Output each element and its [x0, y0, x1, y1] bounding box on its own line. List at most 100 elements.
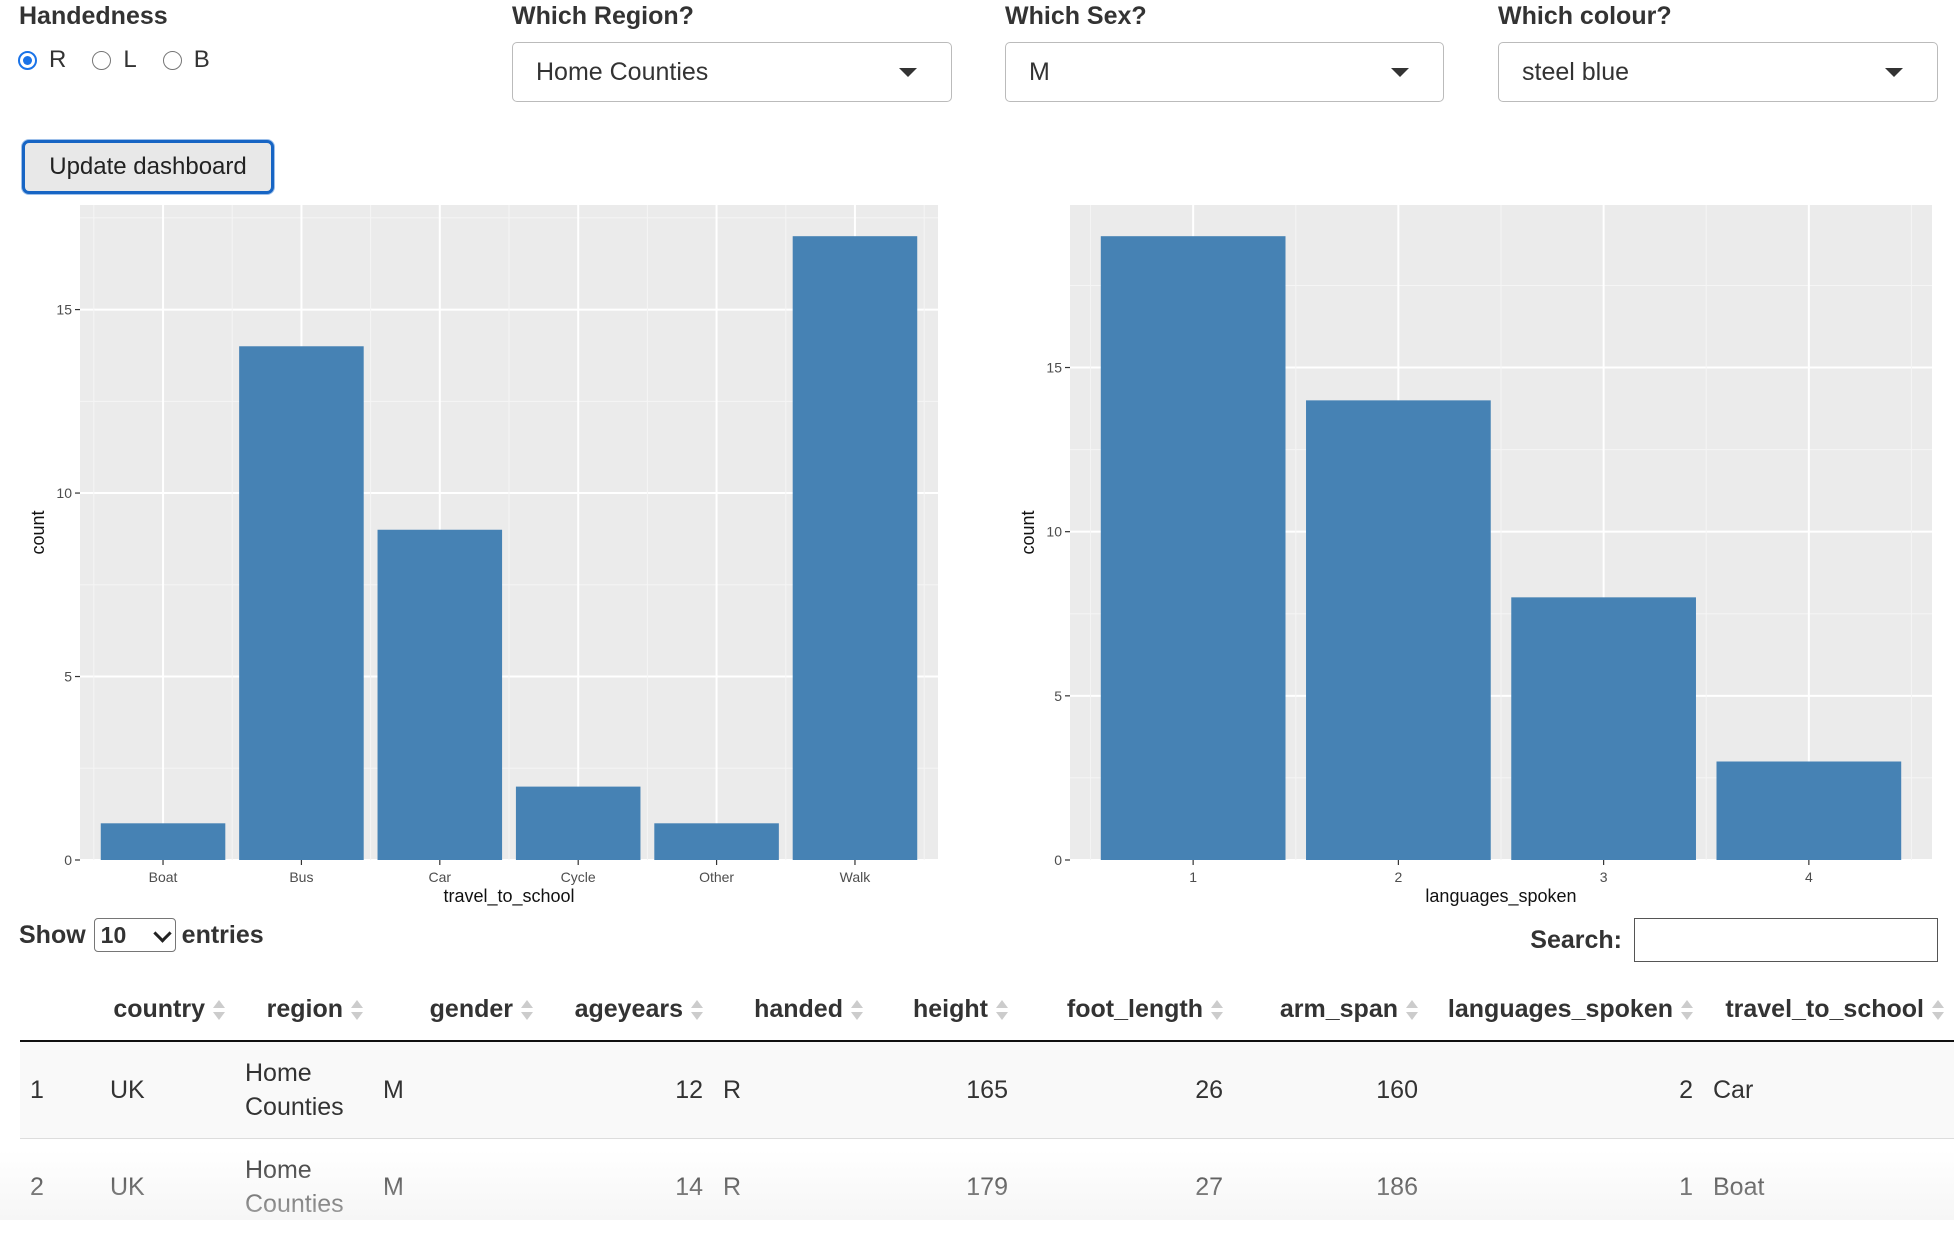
search-input[interactable]: [1634, 918, 1938, 962]
cell-height: 165: [873, 1041, 1018, 1139]
sex-select[interactable]: M: [1005, 42, 1444, 102]
cell-region: Home Counties: [235, 1041, 373, 1139]
cell-ageyears: 14: [543, 1139, 713, 1235]
y-tick-label: 15: [1046, 360, 1062, 376]
col-header-height[interactable]: height: [873, 978, 1018, 1041]
col-header-handed[interactable]: handed: [713, 978, 873, 1041]
region-select-value: Home Counties: [536, 58, 708, 87]
x-tick-label: Boat: [149, 869, 178, 885]
colour-select-value: steel blue: [1522, 58, 1629, 87]
x-tick-label: Car: [429, 869, 452, 885]
region-label: Which Region?: [512, 2, 694, 31]
caret-down-icon: [899, 68, 917, 77]
entries-label: entries: [182, 921, 264, 950]
bar-1: [1101, 236, 1286, 860]
col-header-arm-span[interactable]: arm_span: [1233, 978, 1428, 1041]
y-axis-title: count: [28, 510, 48, 554]
sex-label: Which Sex?: [1005, 2, 1147, 31]
bar-2: [1306, 400, 1491, 860]
cell-country: UK: [100, 1139, 235, 1235]
col-header-country[interactable]: country: [100, 978, 235, 1041]
handedness-label: Handedness: [19, 2, 168, 31]
update-dashboard-button[interactable]: Update dashboard: [22, 140, 274, 194]
table-row: 1 UK Home Counties M 12 R 165 26 160 2 C…: [20, 1041, 1954, 1139]
cell-languages-spoken: 1: [1428, 1139, 1703, 1235]
y-tick-label: 10: [1046, 524, 1062, 540]
search-label: Search:: [1530, 926, 1622, 955]
sort-icon: [521, 999, 533, 1021]
x-tick-label: 1: [1189, 869, 1197, 885]
col-header-languages-spoken[interactable]: languages_spoken: [1428, 978, 1703, 1041]
radio-option-b[interactable]: B: [163, 46, 210, 74]
sort-icon: [851, 999, 863, 1021]
region-select[interactable]: Home Counties: [512, 42, 952, 102]
col-header-foot-length[interactable]: foot_length: [1018, 978, 1233, 1041]
bar-cycle: [516, 787, 641, 860]
sort-icon: [996, 999, 1008, 1021]
radio-label-r: R: [49, 46, 66, 74]
col-header-travel-to-school[interactable]: travel_to_school: [1703, 978, 1954, 1041]
x-axis-title: languages_spoken: [1425, 886, 1576, 907]
cell-country: UK: [100, 1041, 235, 1139]
page-length-select[interactable]: 10: [94, 918, 176, 952]
radio-button-r[interactable]: [18, 51, 37, 70]
sort-icon: [1681, 999, 1693, 1021]
radio-option-l[interactable]: L: [92, 46, 136, 74]
bar-boat: [101, 823, 226, 860]
handedness-radio-group: R L B: [18, 46, 236, 74]
col-header-index[interactable]: [20, 978, 100, 1041]
cell-travel-to-school: Car: [1703, 1041, 1954, 1139]
bar-4: [1717, 762, 1902, 860]
cell-travel-to-school: Boat: [1703, 1139, 1954, 1235]
cell-handed: R: [713, 1041, 873, 1139]
radio-button-l[interactable]: [92, 51, 111, 70]
page-length-value: 10: [101, 922, 127, 949]
bar-other: [654, 823, 779, 860]
x-tick-label: Cycle: [561, 869, 596, 885]
cell-foot-length: 27: [1018, 1139, 1233, 1235]
radio-label-b: B: [194, 46, 210, 74]
table-length-control: Show 10 entries: [19, 918, 264, 952]
cell-arm-span: 160: [1233, 1041, 1428, 1139]
cell-arm-span: 186: [1233, 1139, 1428, 1235]
sort-icon: [1932, 999, 1944, 1021]
col-header-region[interactable]: region: [235, 978, 373, 1041]
col-header-gender[interactable]: gender: [373, 978, 543, 1041]
caret-down-icon: [1391, 68, 1409, 77]
table-search: Search:: [1530, 918, 1938, 962]
x-tick-label: Bus: [289, 869, 313, 885]
cell-index: 1: [20, 1041, 100, 1139]
table-header-row: country region gender ageyears handed he…: [20, 978, 1954, 1041]
radio-option-r[interactable]: R: [18, 46, 66, 74]
y-axis-title: count: [1018, 510, 1038, 554]
y-tick-label: 5: [64, 669, 72, 685]
data-table: country region gender ageyears handed he…: [20, 978, 1954, 1235]
sort-icon: [213, 999, 225, 1021]
y-tick-label: 5: [1054, 688, 1062, 704]
cell-region: Home Counties: [235, 1139, 373, 1235]
y-tick-label: 10: [56, 485, 72, 501]
cell-height: 179: [873, 1139, 1018, 1235]
col-header-ageyears[interactable]: ageyears: [543, 978, 713, 1041]
sort-icon: [1211, 999, 1223, 1021]
cell-index: 2: [20, 1139, 100, 1235]
x-axis-title: travel_to_school: [443, 886, 574, 907]
cell-handed: R: [713, 1139, 873, 1235]
y-tick-label: 0: [64, 852, 72, 868]
sort-icon: [1406, 999, 1418, 1021]
sort-icon: [351, 999, 363, 1021]
colour-select[interactable]: steel blue: [1498, 42, 1938, 102]
cell-languages-spoken: 2: [1428, 1041, 1703, 1139]
cell-ageyears: 12: [543, 1041, 713, 1139]
chevron-down-icon: [153, 924, 171, 942]
x-tick-label: 4: [1805, 869, 1813, 885]
sort-icon: [691, 999, 703, 1021]
x-tick-label: 2: [1394, 869, 1402, 885]
caret-down-icon: [1885, 68, 1903, 77]
bar-3: [1511, 597, 1696, 860]
radio-button-b[interactable]: [163, 51, 182, 70]
x-tick-label: Walk: [840, 869, 872, 885]
table-row: 2 UK Home Counties M 14 R 179 27 186 1 B…: [20, 1139, 1954, 1235]
